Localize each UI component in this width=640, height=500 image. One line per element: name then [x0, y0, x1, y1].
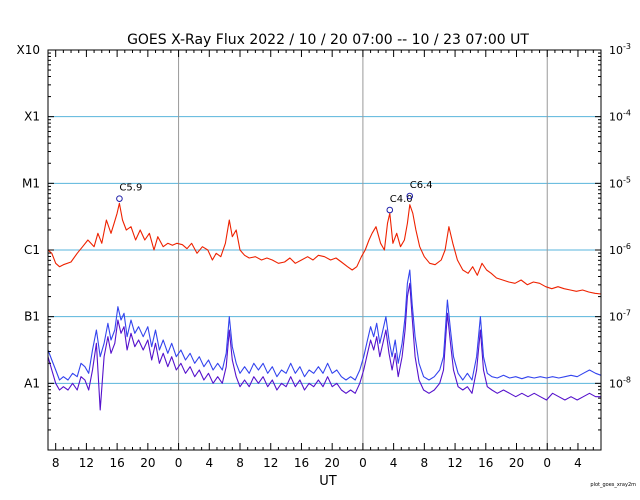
series-line: [47, 282, 601, 411]
x-tick-label: 0: [543, 456, 551, 470]
flare-marker: [406, 192, 414, 200]
flare-label: C6.4: [410, 180, 433, 191]
right-tick-exponent: -8: [623, 375, 631, 384]
chart-title: GOES X-Ray Flux 2022 / 10 / 20 07:00 -- …: [127, 32, 529, 48]
right-tick-exponent: -3: [623, 42, 631, 51]
x-tick-label: 16: [109, 456, 124, 470]
flare-marker: [386, 206, 394, 214]
series-lines: [47, 202, 602, 411]
x-tick-label: 20: [140, 456, 155, 470]
left-tick-label: X1: [24, 110, 40, 124]
x-tick-label: 8: [52, 456, 60, 470]
right-tick-exponent: -7: [623, 309, 631, 318]
x-tick-label: 12: [79, 456, 94, 470]
gridlines: [48, 50, 601, 450]
left-tick-label: X10: [17, 43, 41, 57]
flare-annotations: C5.9 C4.0 C6.4: [116, 180, 433, 214]
series-line: [47, 269, 602, 381]
x-tick-label: 4: [574, 456, 582, 470]
left-tick-label: M1: [22, 176, 40, 190]
right-tick-exponent: -4: [623, 109, 631, 118]
x-tick-label: 4: [390, 456, 398, 470]
x-tick-label: 0: [175, 456, 183, 470]
x-tick-label: 20: [509, 456, 524, 470]
x-tick-label: 16: [478, 456, 493, 470]
x-tick-label: 8: [236, 456, 244, 470]
series-line: [47, 202, 602, 295]
x-axis-label: UT: [319, 474, 337, 489]
right-tick-exponent: -5: [623, 175, 631, 184]
flare-marker: [116, 195, 123, 202]
left-tick-label: B1: [24, 310, 40, 324]
x-tick-label: 16: [294, 456, 309, 470]
left-tick-label: A1: [24, 376, 40, 390]
right-tick-exponent: -6: [623, 242, 631, 251]
flare-label: C5.9: [119, 183, 142, 194]
x-tick-label: 8: [421, 456, 429, 470]
flare-label: C4.0: [390, 194, 413, 205]
x-tick-label: 12: [447, 456, 462, 470]
x-tick-label: 0: [359, 456, 367, 470]
x-tick-label: 20: [325, 456, 340, 470]
x-tick-label: 4: [205, 456, 213, 470]
credit-text: plot_goes_xray2m: [590, 482, 636, 488]
left-tick-label: C1: [24, 243, 40, 257]
x-tick-label: 12: [263, 456, 278, 470]
